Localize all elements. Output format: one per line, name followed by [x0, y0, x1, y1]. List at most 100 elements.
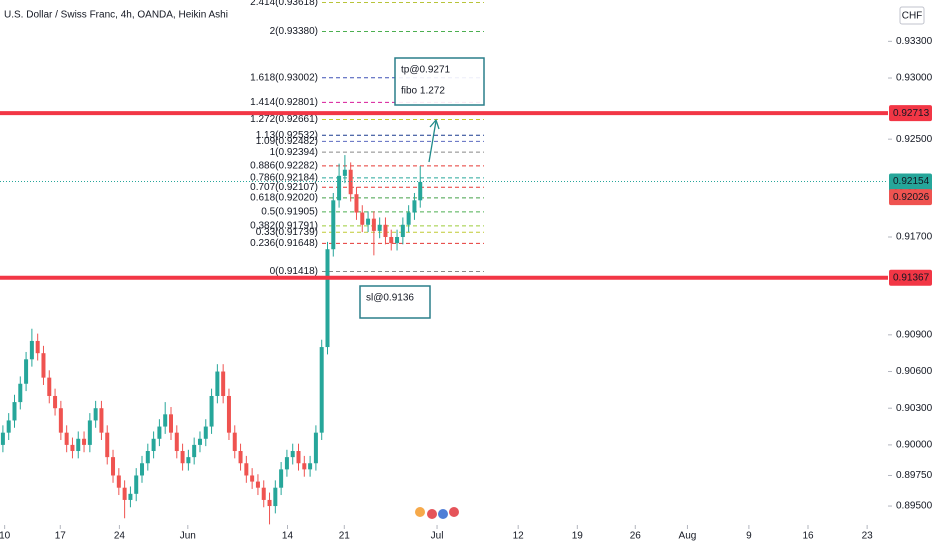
- event-markers: [415, 507, 459, 519]
- candle-body: [313, 432, 318, 464]
- fib-label: 1.09(0.92482): [256, 136, 318, 147]
- candle-body: [157, 426, 162, 439]
- candle-body: [290, 451, 295, 458]
- candle-body: [279, 469, 284, 488]
- candle-body: [348, 169, 353, 195]
- ha-close-label: 0.92026: [893, 192, 930, 203]
- candle-body: [284, 457, 289, 470]
- x-tick-label: Aug: [679, 531, 697, 542]
- price-label-box: [889, 105, 932, 122]
- candle-body: [337, 175, 342, 201]
- price-label: 0.92713: [893, 108, 930, 119]
- candle-body: [47, 377, 52, 396]
- x-tick-label: 26: [630, 531, 642, 542]
- candle-body: [371, 218, 376, 231]
- x-tick-label: 14: [282, 531, 294, 542]
- candle-body: [360, 212, 365, 225]
- y-tick-label: 0.93000: [896, 73, 932, 84]
- candle-body: [383, 224, 388, 238]
- fib-label: 1.618(0.93002): [250, 72, 318, 83]
- candle-body: [151, 438, 156, 452]
- fib-label: 0.886(0.92282): [250, 160, 318, 171]
- candle-body: [203, 426, 208, 439]
- x-tick-label: 12: [513, 531, 525, 542]
- y-tick-label: 0.91700: [896, 232, 932, 243]
- candle-body: [215, 371, 220, 396]
- fib-label: 0.236(0.91648): [250, 238, 318, 249]
- candle-body: [134, 475, 139, 494]
- candle-body: [261, 487, 266, 500]
- candle-body: [111, 457, 116, 476]
- candle-body: [331, 200, 336, 250]
- last-price-label: 0.92154: [893, 176, 930, 187]
- candle-body: [354, 194, 359, 213]
- candle-body: [366, 218, 371, 225]
- price-label: 0.91367: [893, 272, 930, 283]
- candle-body: [255, 481, 260, 488]
- chart-title: U.S. Dollar / Swiss Franc, 4h, OANDA, He…: [4, 10, 228, 21]
- candle-body: [302, 463, 307, 470]
- event-icon: [415, 507, 425, 517]
- annotation-text: sl@0.9136: [366, 293, 414, 304]
- x-tick-label: Jun: [180, 531, 196, 542]
- candle-body: [209, 395, 214, 427]
- candle-body: [180, 451, 185, 464]
- candle-body: [168, 414, 173, 433]
- fib-label: 0.618(0.92020): [250, 193, 318, 204]
- event-icon: [427, 509, 437, 519]
- x-tick-label: 9: [746, 531, 752, 542]
- candle-body: [412, 200, 417, 213]
- candle-body: [400, 224, 405, 238]
- candle-body: [226, 395, 231, 433]
- arrow: [428, 120, 437, 163]
- candle-body: [406, 212, 411, 225]
- fib-label: 0.5(0.91905): [261, 207, 318, 218]
- x-tick-label: 17: [55, 531, 67, 542]
- fib-label: 1.272(0.92661): [250, 114, 318, 125]
- candle-body: [122, 487, 127, 500]
- fib-label: 0.382(0.91791): [250, 221, 318, 232]
- ha-close-box: [889, 189, 932, 206]
- candle-body: [145, 451, 150, 464]
- y-tick-label: 0.89750: [896, 470, 932, 481]
- arrow-head: [429, 118, 440, 130]
- currency-button[interactable]: [899, 6, 925, 25]
- candle-body: [395, 237, 400, 244]
- candle-body: [342, 169, 347, 176]
- fib-label: 2.414(0.93618): [250, 0, 318, 8]
- candle-body: [58, 408, 63, 433]
- price-label-box: [889, 269, 932, 286]
- event-icon: [438, 509, 448, 519]
- candle-body: [250, 475, 255, 482]
- candle-body: [197, 438, 202, 445]
- candle-body: [35, 340, 40, 354]
- candle-body: [238, 451, 243, 464]
- candle-body: [76, 438, 81, 452]
- y-tick-label: 0.90900: [896, 329, 932, 340]
- fib-label: 0.786(0.92184): [250, 172, 318, 183]
- annotation-box: [359, 285, 431, 319]
- candle-body: [163, 414, 168, 427]
- candle-body: [377, 224, 382, 231]
- candle-body: [273, 487, 278, 507]
- candle-body: [41, 353, 46, 378]
- candle-body: [325, 249, 330, 348]
- candle-body: [82, 438, 87, 445]
- x-tick-label: 24: [114, 531, 126, 542]
- x-tick-label: Jul: [431, 531, 444, 542]
- annotation-text: tp@0.9271: [401, 65, 451, 76]
- candle-body: [70, 444, 75, 452]
- x-tick-label: 16: [802, 531, 814, 542]
- candle-body: [267, 499, 272, 507]
- candle-body: [0, 432, 5, 445]
- x-tick-label: 23: [862, 531, 874, 542]
- candle-body: [116, 475, 121, 488]
- candle-body: [186, 457, 191, 464]
- candle-body: [244, 463, 249, 476]
- candle-body: [128, 493, 133, 500]
- candle-body: [308, 463, 313, 470]
- y-tick-label: 0.90300: [896, 403, 932, 414]
- candle-body: [99, 408, 104, 433]
